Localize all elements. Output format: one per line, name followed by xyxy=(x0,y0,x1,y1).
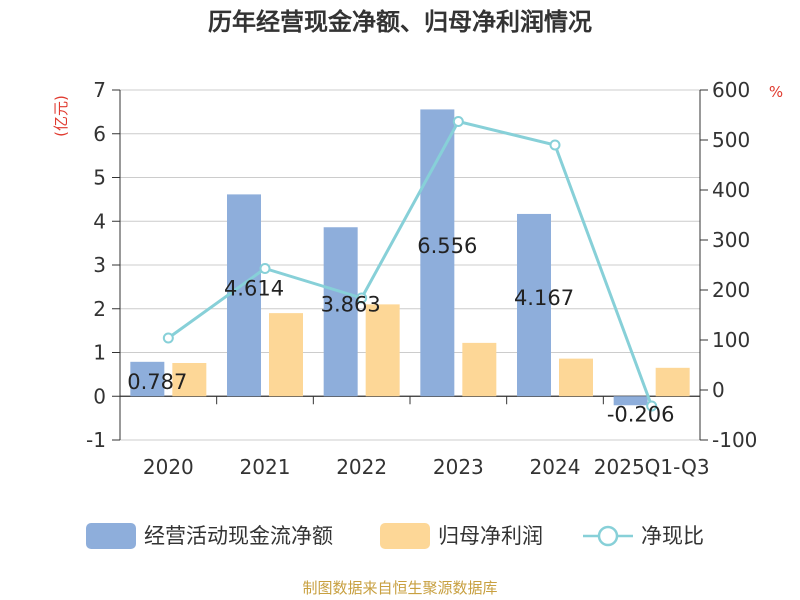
bar-net-profit xyxy=(655,367,690,397)
label-layer: 0.787 4.614 3.863 6.556 4.167 -0.206 xyxy=(127,234,674,426)
legend-swatch xyxy=(380,523,430,549)
left-tick-label: 2 xyxy=(93,297,106,321)
left-tick-label: 5 xyxy=(93,166,106,190)
bar-data-label: 4.614 xyxy=(224,276,284,300)
legend-layer: 经营活动现金流净额 归母净利润 净现比 xyxy=(86,523,704,549)
x-tick-label: 2023 xyxy=(433,455,484,479)
right-tick-label: 400 xyxy=(712,178,750,202)
line-layer xyxy=(162,116,658,412)
bar-operating-cash-flow xyxy=(517,213,551,397)
right-tick-label: 600 xyxy=(712,78,750,102)
legend-label: 经营活动现金流净额 xyxy=(144,524,333,548)
bar-data-label: 4.167 xyxy=(514,286,574,310)
chart-title: 历年经营现金净额、归母净利润情况 xyxy=(208,8,592,36)
bar-data-label: -0.206 xyxy=(607,402,675,426)
legend-swatch-marker xyxy=(597,525,619,547)
grid-layer xyxy=(120,89,700,441)
x-tick-label: 2022 xyxy=(336,455,387,479)
left-tick-label: 4 xyxy=(93,209,106,233)
x-tick-label: 2021 xyxy=(240,455,291,479)
left-tick-label: -1 xyxy=(86,428,106,452)
legend-label: 净现比 xyxy=(641,524,704,548)
right-tick-label: -100 xyxy=(712,428,757,452)
left-tick-label: 1 xyxy=(93,341,106,365)
legend-label: 归母净利润 xyxy=(438,524,543,548)
bar-net-profit xyxy=(365,304,400,397)
bar-layer xyxy=(130,109,690,406)
right-axis-unit: % xyxy=(769,83,783,101)
bar-data-label: 6.556 xyxy=(417,234,477,258)
right-tick-label: 0 xyxy=(712,378,725,402)
line-point xyxy=(646,400,658,412)
right-tick-label: 500 xyxy=(712,128,750,152)
line-point xyxy=(259,263,271,274)
left-tick-label: 7 xyxy=(93,78,106,102)
bar-net-profit xyxy=(559,358,593,397)
bar-operating-cash-flow xyxy=(227,194,261,397)
line-point xyxy=(549,139,561,151)
legend-swatch xyxy=(86,523,136,549)
x-tick-label: 2025Q1-Q3 xyxy=(594,455,710,479)
bar-data-label: 0.787 xyxy=(127,370,187,394)
right-tick-label: 100 xyxy=(712,328,750,352)
x-tick-label: 2020 xyxy=(143,455,194,479)
x-tick-label: 2024 xyxy=(530,455,581,479)
left-tick-label: 3 xyxy=(93,253,106,277)
bar-operating-cash-flow xyxy=(130,361,165,397)
left-tick-label: 6 xyxy=(93,122,106,146)
bar-operating-cash-flow xyxy=(613,396,648,406)
source-note: 制图数据来自恒生聚源数据库 xyxy=(302,579,498,597)
bar-net-profit xyxy=(269,313,303,397)
bar-net-profit xyxy=(462,342,497,397)
right-tick-label: 300 xyxy=(712,228,750,252)
line-point xyxy=(356,292,368,304)
bar-operating-cash-flow xyxy=(323,227,358,397)
line-point xyxy=(162,332,174,344)
bar-data-label: 3.863 xyxy=(321,293,381,317)
bar-net-profit xyxy=(172,363,207,397)
right-tick-label: 200 xyxy=(712,278,750,302)
net-cash-ratio-line xyxy=(167,119,654,407)
left-tick-label: 0 xyxy=(93,384,106,408)
axis-layer: -1 0 1 2 3 4 5 6 7 -100 0 100 200 300 400 500 600 2020 202… xyxy=(52,78,783,479)
line-point xyxy=(452,116,464,127)
left-axis-unit: (亿元) xyxy=(52,95,70,137)
